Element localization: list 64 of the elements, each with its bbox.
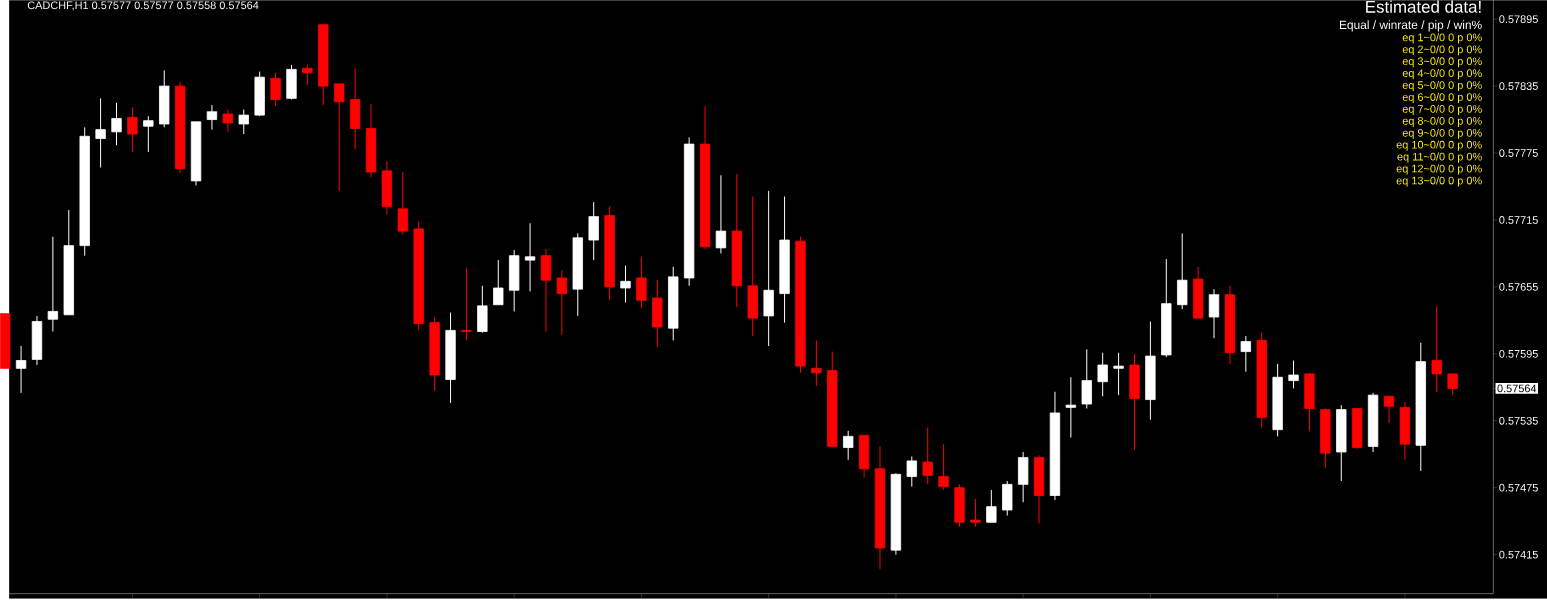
candlestick [843,430,854,461]
y-tick-label: 0.57564 [1497,384,1537,393]
candlestick [811,339,822,387]
y-tick-label: 0.57715 [1499,215,1538,224]
candlestick [922,426,933,485]
candlestick [95,97,106,168]
candlestick [1240,335,1251,372]
annotation: Equal / winrate / pip / win% [1339,20,1482,32]
candlestick [397,171,408,235]
candlestick [620,264,631,303]
candlestick [1383,395,1395,424]
candlestick [938,443,949,491]
candlestick [493,259,504,306]
candlestick [143,115,154,153]
chart-title: CADCHF,H1 0.57577 0.57577 0.57558 0.57564 [27,1,259,11]
candlestick [238,108,249,135]
candlestick [1081,348,1092,409]
annotation: eq 6~0/0 0 p 0% [1402,92,1482,103]
annotation: eq 10~0/0 0 p 0% [1396,140,1482,151]
annotation: eq 12~0/0 0 p 0% [1396,164,1482,175]
annotation: eq 5~0/0 0 p 0% [1402,80,1482,91]
candlestick [1288,359,1299,389]
annotation: eq 2~0/0 0 p 0% [1402,44,1482,56]
candlestick [1113,351,1124,396]
candlestick [1097,351,1108,397]
annotation: eq 8~0/0 0 p 0% [1402,116,1482,127]
candlestick [636,256,647,309]
y-tick-label: 0.57415 [1499,550,1538,559]
y-tick-label: 0.57655 [1499,282,1538,291]
y-tick-label: 0.57535 [1499,416,1538,425]
candlestick [1447,373,1458,396]
y-tick-label: 0.57595 [1499,349,1538,358]
candlestick [1431,305,1442,393]
candlestick [302,64,313,86]
candlestick [715,174,727,254]
candlestick [15,345,27,394]
annotation: eq 7~0/0 0 p 0% [1402,104,1482,115]
candlestick [1208,288,1220,339]
candlestick [47,235,59,332]
annotation: eq 1~0/0 0 p 0% [1402,32,1482,44]
candlestick [206,104,218,130]
candlestick [461,267,472,341]
annotation: eq 9~0/0 0 p 0% [1402,128,1482,139]
candlestick [270,71,281,107]
annotation: eq 4~0/0 0 p 0% [1402,68,1482,79]
annotation: Estimated data! [1366,0,1481,13]
candlestick [334,83,345,192]
annotation: eq 3~0/0 0 p 0% [1402,56,1482,68]
candlestick [524,222,536,292]
y-tick-label: 0.57895 [1499,15,1538,23]
candlestick [1065,376,1077,438]
annotation: eq 13~0/0 0 p 0% [1396,176,1482,187]
candlestick [970,498,981,528]
candlestick [127,106,138,153]
y-tick-label: 0.57775 [1499,148,1538,157]
candlestick [111,102,122,146]
candlestick [986,489,997,523]
candlestick [906,455,917,487]
candlestick [556,269,568,336]
candlestick [588,201,599,261]
annotation: eq 11~0/0 0 p 0% [1397,152,1482,163]
y-tick-label: 0.57835 [1499,82,1538,90]
candlestick [222,108,234,133]
y-tick-label: 0.57475 [1499,483,1538,492]
